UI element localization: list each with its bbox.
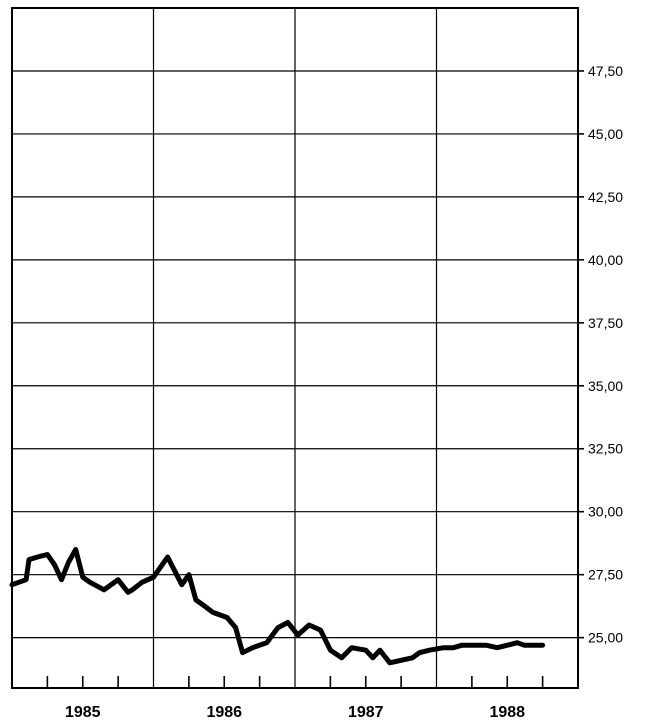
series-lines: [12, 550, 543, 663]
y-tick-label: 47,50: [588, 63, 623, 79]
vertical-gridlines: [154, 8, 437, 688]
x-tick-label: 1985: [65, 704, 101, 721]
x-tick-label: 1988: [489, 704, 525, 721]
y-tick-label: 45,00: [588, 126, 623, 142]
series-line: [12, 550, 543, 663]
y-tick-label: 30,00: [588, 504, 623, 520]
y-tick-label: 37,50: [588, 315, 623, 331]
y-tick-label: 35,00: [588, 378, 623, 394]
y-tick-label: 32,50: [588, 441, 623, 457]
y-tick-label: 42,50: [588, 189, 623, 205]
y-tick-label: 40,00: [588, 252, 623, 268]
x-tick-label: 1986: [206, 704, 242, 721]
y-axis-tick-labels: 25,00 27,50 30,00 32,50 35,00 37,50 40,00 42,50…: [588, 63, 623, 646]
x-tick-label: 1987: [348, 704, 384, 721]
y-tick-label: 27,50: [588, 567, 623, 583]
y-tick-label: 25,00: [588, 630, 623, 646]
x-axis-tick-labels: 1985 1986 1987 1988: [65, 704, 525, 721]
